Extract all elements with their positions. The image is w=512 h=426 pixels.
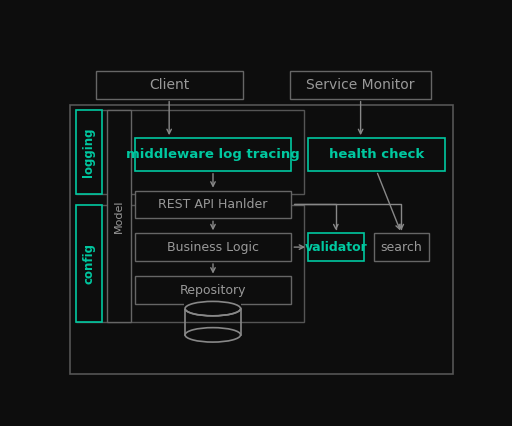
Text: validator: validator xyxy=(305,241,367,253)
Bar xyxy=(70,105,453,374)
Bar xyxy=(374,233,429,261)
Bar xyxy=(135,233,291,261)
Text: search: search xyxy=(380,241,422,253)
Bar xyxy=(135,138,291,171)
Bar xyxy=(135,190,291,219)
Text: health check: health check xyxy=(329,148,424,161)
Bar xyxy=(290,71,431,99)
Text: Repository: Repository xyxy=(180,284,246,297)
Bar xyxy=(76,205,304,322)
Text: config: config xyxy=(82,243,95,284)
Text: Service Monitor: Service Monitor xyxy=(306,78,415,92)
Bar xyxy=(107,110,131,322)
Text: Client: Client xyxy=(149,78,189,92)
Ellipse shape xyxy=(185,328,241,342)
Text: middleware log tracing: middleware log tracing xyxy=(126,148,300,161)
Bar xyxy=(76,205,102,322)
Text: Model: Model xyxy=(114,199,124,233)
Text: logging: logging xyxy=(82,127,95,177)
Text: Business Logic: Business Logic xyxy=(167,241,259,253)
Bar xyxy=(96,71,243,99)
Bar xyxy=(135,276,291,304)
Text: REST API Hanlder: REST API Hanlder xyxy=(158,198,268,211)
Bar xyxy=(76,110,102,194)
Bar xyxy=(76,110,304,194)
Bar xyxy=(308,233,364,261)
Ellipse shape xyxy=(185,302,241,316)
Bar xyxy=(308,138,445,171)
Bar xyxy=(184,300,241,308)
